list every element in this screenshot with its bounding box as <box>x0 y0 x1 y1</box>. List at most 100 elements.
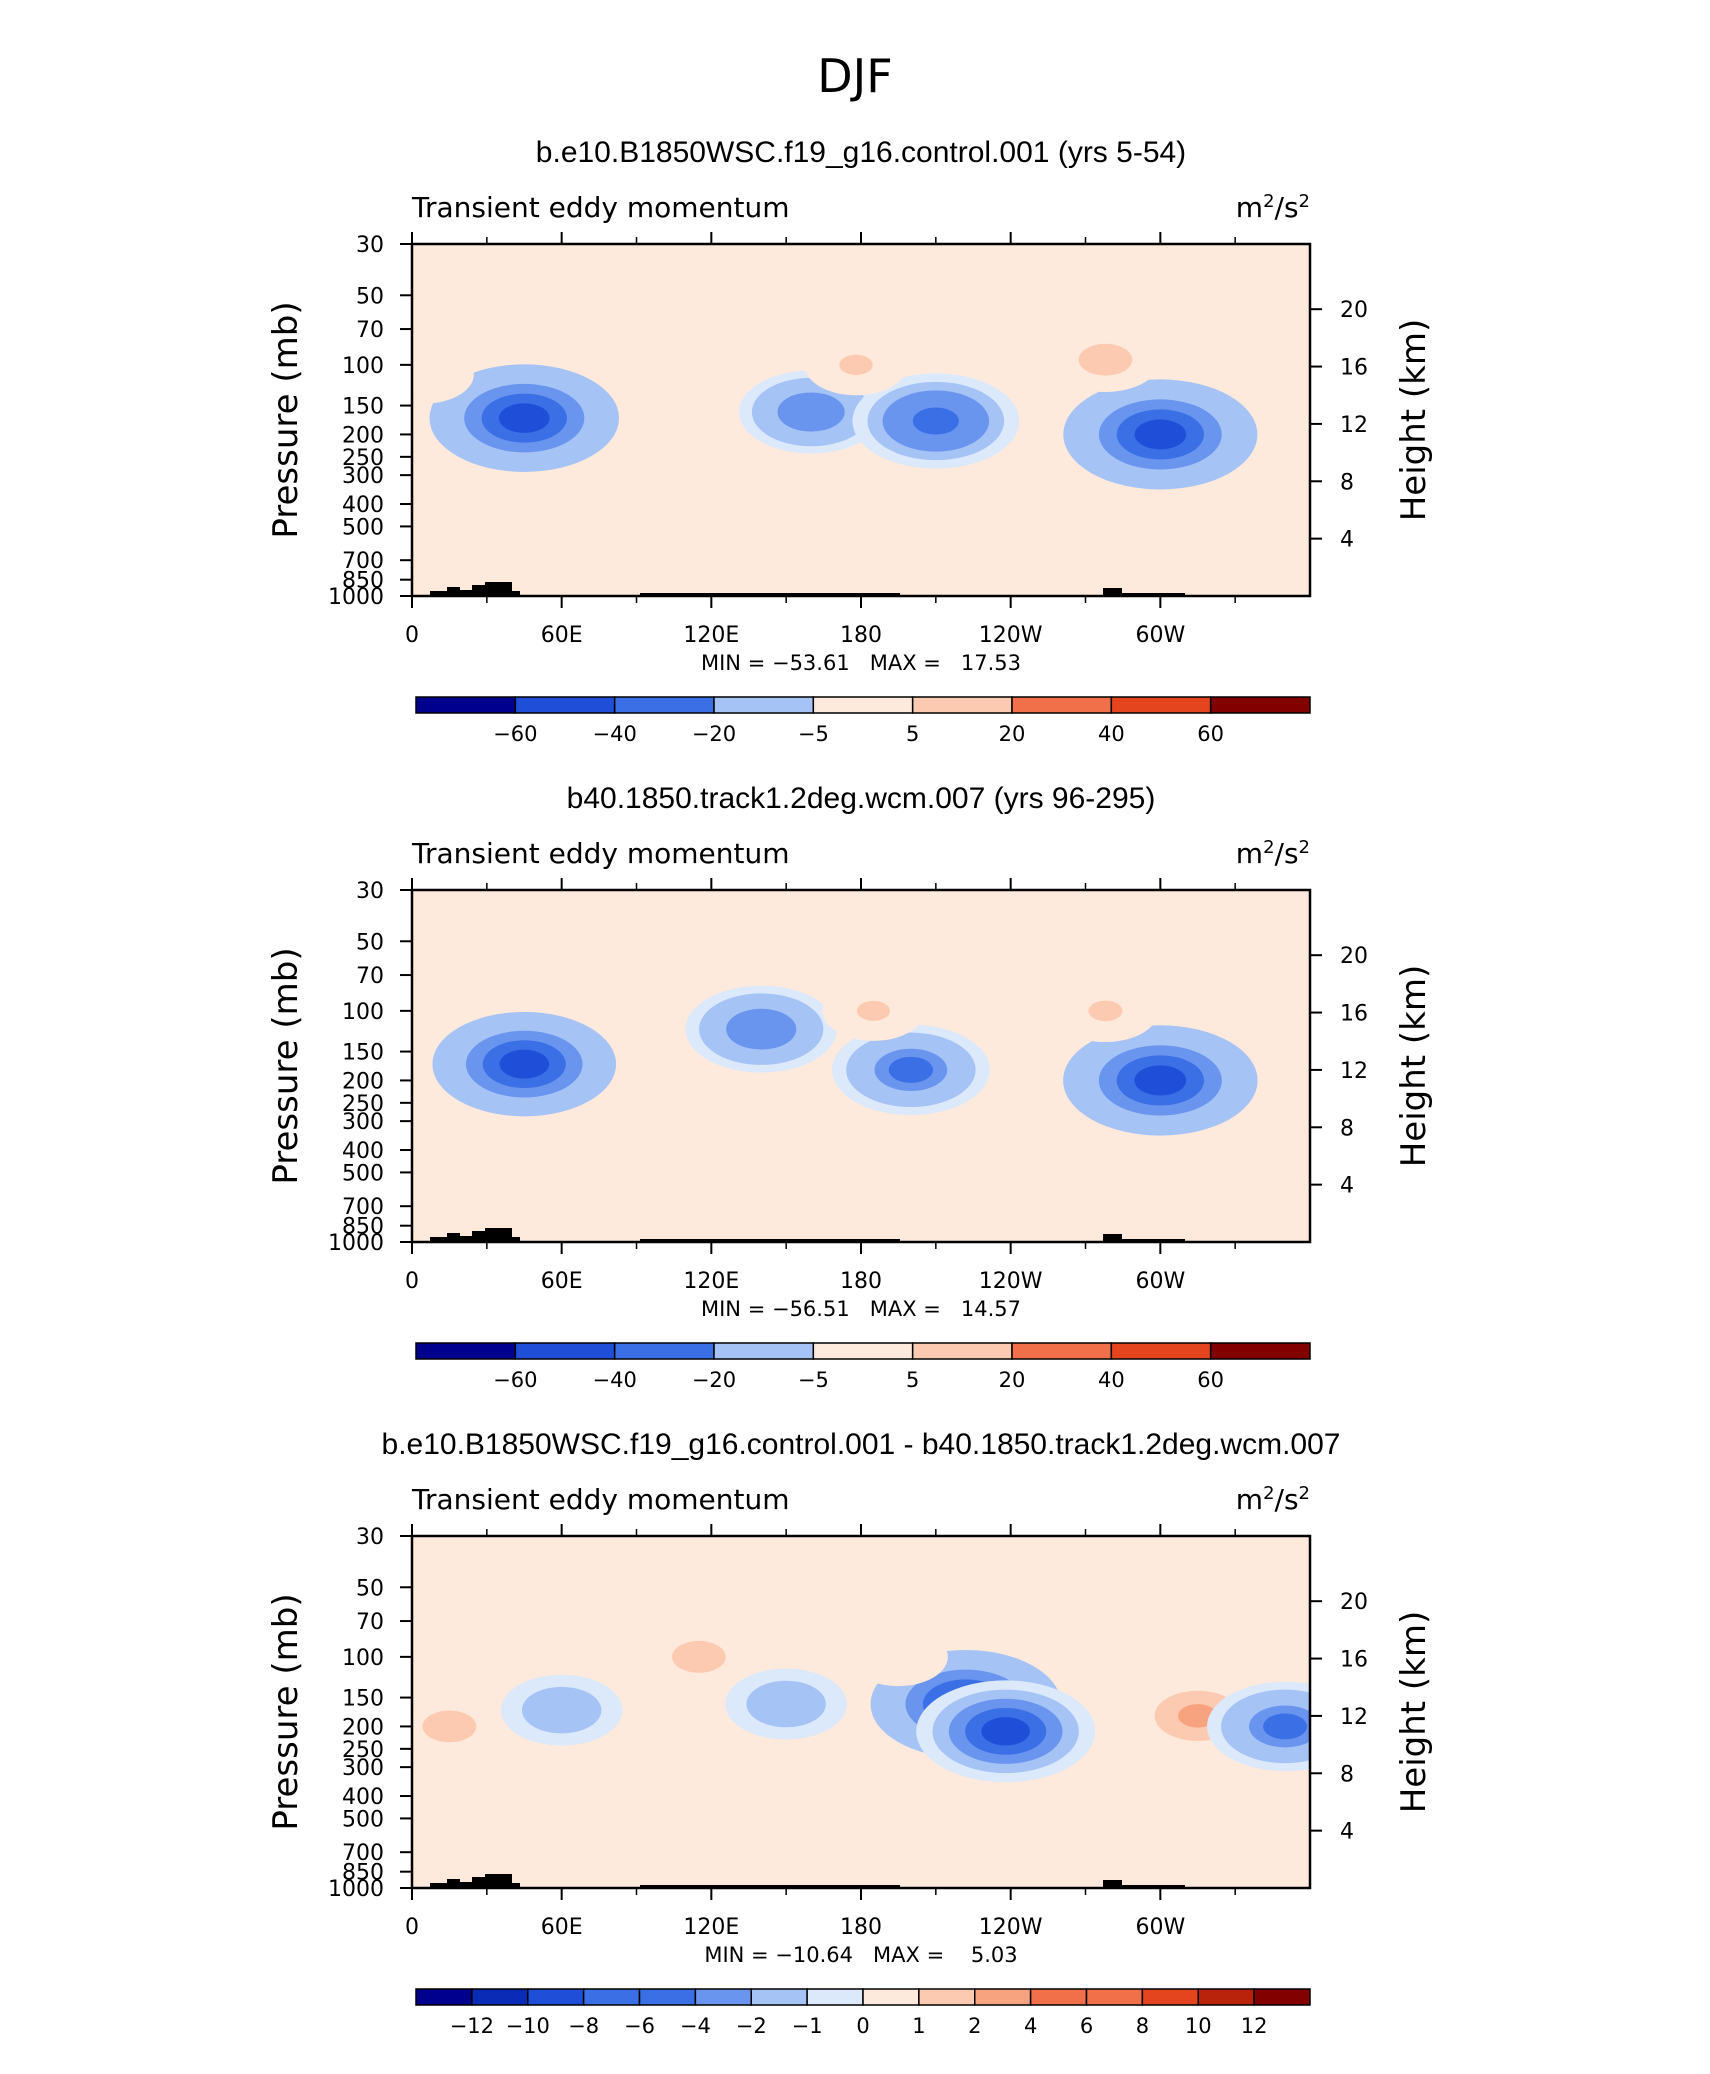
colorbar-swatch <box>1209 1342 1311 1360</box>
colorbar-swatch <box>1110 696 1212 714</box>
y-left-tick-label: 300 <box>342 1756 384 1781</box>
topography-block <box>447 1879 460 1888</box>
y-left-tick-label: 200 <box>342 1715 384 1740</box>
x-tick-label: 60E <box>541 1269 583 1294</box>
colorbar-swatch <box>514 1342 616 1360</box>
contour-feature-1-ring-1 <box>790 399 832 425</box>
contour-feature-3-ring-1 <box>1134 1065 1187 1096</box>
y-right-tick-label: 8 <box>1340 1762 1354 1787</box>
y-axis-label-left: Pressure (mb) <box>266 1593 306 1830</box>
colorbar-label: −10 <box>506 2014 550 2038</box>
contour-feature-6-ring-1 <box>412 364 441 385</box>
y-left-tick-label: 400 <box>342 1785 384 1810</box>
y-left-tick-label: 850 <box>342 1861 384 1886</box>
colorbar-label: −2 <box>736 2014 767 2038</box>
colorbar-label: 60 <box>1197 1368 1224 1392</box>
y-left-tick-label: 500 <box>342 1161 384 1186</box>
y-left-tick-label: 850 <box>342 569 384 594</box>
colorbar-label: 0 <box>856 2014 869 2038</box>
colorbar-swatch <box>582 1988 641 2006</box>
y-left-tick-label: 850 <box>342 1215 384 1240</box>
y-right-tick-label: 8 <box>1340 1116 1354 1141</box>
colorbar-label: 10 <box>1185 2014 1212 2038</box>
contour-feature-2-ring-1 <box>767 1692 805 1716</box>
y-left-tick-label: 70 <box>356 318 384 343</box>
y-right-tick-label: 16 <box>1340 356 1368 381</box>
x-tick-label: 60W <box>1135 1915 1185 1940</box>
y-left-tick-label: 70 <box>356 1610 384 1635</box>
colorbar-label: −4 <box>680 2014 711 2038</box>
topography-block <box>1103 588 1122 596</box>
colorbar-label: 1 <box>912 2014 925 2038</box>
colorbar-swatch <box>527 1988 585 2006</box>
min-max-text: MIN = −53.61 MAX = 17.53 <box>701 651 1021 675</box>
colorbar-label: −8 <box>568 2014 599 2038</box>
y-left-tick-label: 100 <box>342 1000 384 1025</box>
colorbar-label: −5 <box>798 1368 829 1392</box>
min-max-text: MIN = −10.64 MAX = 5.03 <box>704 1943 1017 1967</box>
colorbar-label: −40 <box>593 1368 637 1392</box>
topography-block <box>1122 1885 1185 1888</box>
contour-feature-4-ring-1 <box>839 354 873 375</box>
panel-title: b.e10.B1850WSC.f19_g16.control.001 (yrs … <box>536 136 1186 169</box>
panel-subtitle: Transient eddy momentum <box>411 191 790 224</box>
colorbar-swatch <box>415 1342 517 1360</box>
y-left-tick-label: 50 <box>356 1576 384 1601</box>
colorbar-label: −60 <box>493 722 537 746</box>
topography-block <box>472 585 485 596</box>
panel-subtitle: Transient eddy momentum <box>411 837 790 870</box>
contour-field <box>432 979 1258 1136</box>
y-right-tick-label: 4 <box>1340 1820 1354 1845</box>
topography-block <box>1103 1234 1122 1242</box>
x-tick-label: 120E <box>683 1915 739 1940</box>
topography-block <box>472 1877 485 1888</box>
topography-block <box>460 1236 472 1242</box>
y-right-tick-label: 16 <box>1340 1002 1368 1027</box>
y-left-tick-label: 150 <box>342 1041 384 1066</box>
topography-block <box>430 1883 447 1888</box>
colorbar-label: 5 <box>906 722 919 746</box>
colorbar-swatch <box>806 1988 864 2006</box>
colorbar-label: 8 <box>1136 2014 1149 2038</box>
topography-block <box>512 591 520 596</box>
y-right-tick-label: 12 <box>1340 1705 1368 1730</box>
topography <box>430 1874 1185 1888</box>
y-left-tick-label: 100 <box>342 354 384 379</box>
panel-2: b40.1850.track1.2deg.wcm.007 (yrs 96-295… <box>266 782 1434 1392</box>
contour-feature-4-ring-1 <box>856 1000 891 1021</box>
y-right-tick-label: 16 <box>1340 1648 1368 1673</box>
colorbar-swatch <box>1085 1988 1144 2006</box>
colorbar-swatch <box>1209 696 1311 714</box>
y-left-tick-label: 500 <box>342 1807 384 1832</box>
colorbar-label: −40 <box>593 722 637 746</box>
y-left-tick-label: 250 <box>342 1092 384 1117</box>
topography-block <box>640 1885 900 1888</box>
colorbar-label: 2 <box>968 2014 981 2038</box>
panel-subtitle: Transient eddy momentum <box>411 1483 790 1516</box>
colorbar-label: −6 <box>624 2014 655 2038</box>
colorbar-label: 40 <box>1098 722 1125 746</box>
contour-feature-1-ring-1 <box>739 1016 783 1042</box>
topography-block <box>430 1237 447 1242</box>
topography <box>430 582 1185 596</box>
contour-feature-1-ring-1 <box>543 1699 581 1722</box>
x-tick-label: 0 <box>405 623 419 648</box>
colorbar-swatch <box>1110 1342 1212 1360</box>
colorbar: −60 −40 −20 −5 5 20 40 60 <box>415 1342 1311 1392</box>
topography-block <box>640 1239 900 1242</box>
y-axis-label-left: Pressure (mb) <box>266 947 306 1184</box>
colorbar-swatch <box>713 1342 815 1360</box>
y-left-tick-label: 70 <box>356 964 384 989</box>
topography-block <box>485 1874 512 1888</box>
y-left-tick-label: 1000 <box>328 1231 384 1256</box>
panel-3: b.e10.B1850WSC.f19_g16.control.001 - b40… <box>266 1428 1434 2038</box>
y-right-tick-label: 20 <box>1340 1590 1368 1615</box>
units-label: m2/s2 <box>1236 191 1310 224</box>
y-right-tick-label: 8 <box>1340 470 1354 495</box>
contour-feature-4-ring-1 <box>981 1717 1030 1746</box>
colorbar-swatch <box>1141 1988 1199 2006</box>
colorbar-label: 20 <box>999 722 1026 746</box>
y-left-tick-label: 500 <box>342 515 384 540</box>
colorbar: −12 −10 −8 −6 −4 −2 −1 0 1 2 4 6 8 10 12 <box>415 1988 1311 2038</box>
